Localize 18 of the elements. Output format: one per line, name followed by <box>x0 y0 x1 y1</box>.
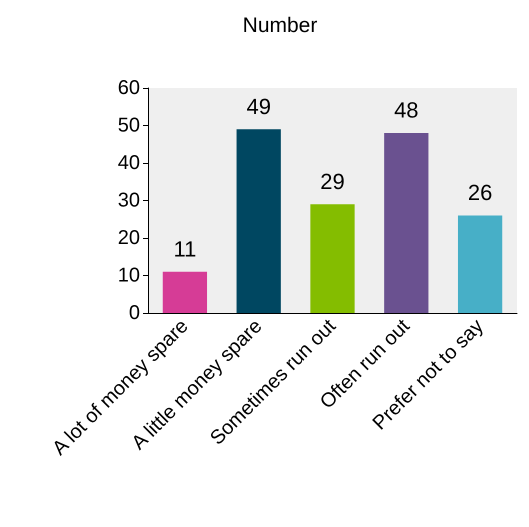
bar <box>458 216 502 313</box>
bar <box>236 129 281 313</box>
data-label: 49 <box>246 94 271 119</box>
data-label: 48 <box>394 98 419 122</box>
y-tick-label: 20 <box>118 227 140 249</box>
bar <box>310 204 355 313</box>
data-label: 11 <box>173 236 196 262</box>
y-tick-label: 0 <box>128 302 140 324</box>
data-label: 26 <box>468 180 492 205</box>
bar <box>162 272 208 313</box>
y-tick-label: 10 <box>118 264 140 286</box>
chart-title: Number <box>242 14 318 37</box>
bar <box>384 133 428 313</box>
y-tick-label: 30 <box>118 190 140 212</box>
data-label: 29 <box>320 168 345 194</box>
y-tick-label: 40 <box>118 152 140 174</box>
y-tick-label: 50 <box>118 114 140 136</box>
y-tick-label: 60 <box>118 77 140 99</box>
